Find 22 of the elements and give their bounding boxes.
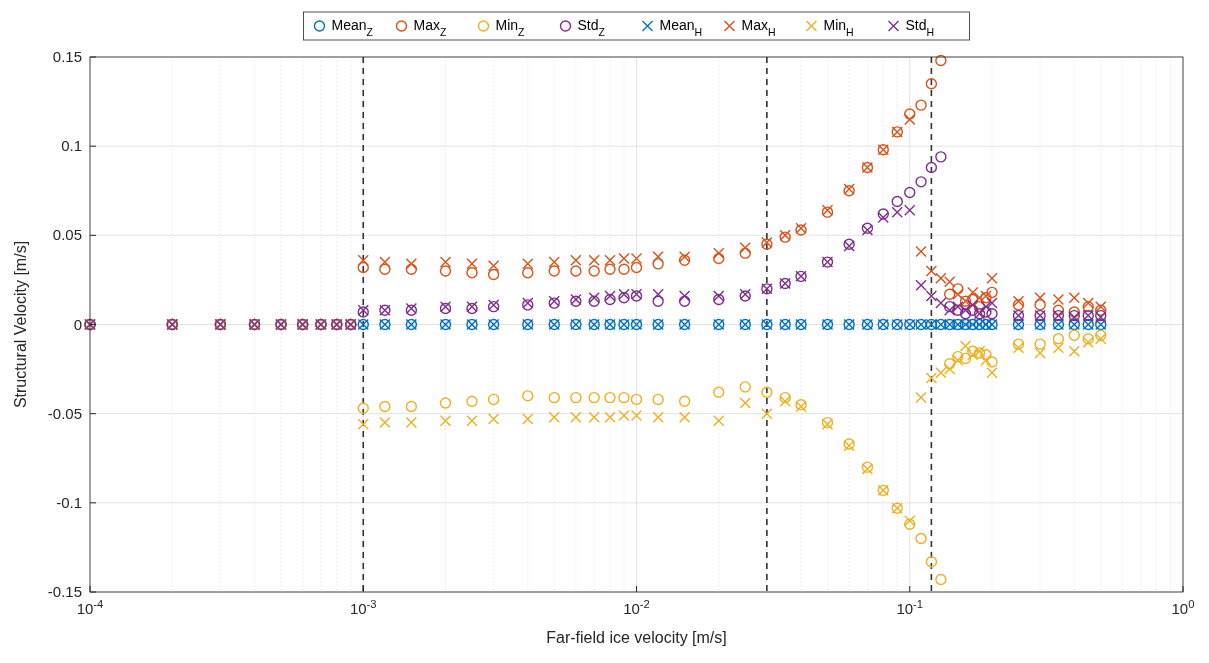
y-tick-label: 0 — [73, 315, 82, 333]
legend-label: Max$_{Z}$ — [413, 17, 447, 38]
y-tick-label: 0.1 — [61, 137, 82, 155]
legend-label: Min$_{H}$ — [823, 17, 854, 38]
x-tick-label: 10$^{-2}$ — [623, 598, 650, 617]
y-axis-title: Structural Velocity [m/s] — [12, 240, 29, 409]
y-tick-label: 0.15 — [52, 48, 82, 65]
legend-label: Min$_{Z}$ — [495, 17, 526, 38]
x-tick-label: 10$^{-3}$ — [349, 598, 377, 617]
y-tick-label: -0.1 — [56, 493, 82, 511]
x-tick-label: 10$^{-4}$ — [76, 598, 104, 617]
x-tick-label: 10$^{-1}$ — [896, 598, 924, 617]
x-tick-label: 10$^{0}$ — [1171, 598, 1195, 617]
y-tick-label: -0.15 — [47, 583, 82, 600]
legend-label: Std$_{H}$ — [905, 17, 935, 38]
legend-label: Max$_{H}$ — [741, 17, 776, 38]
legend-label: Std$_{Z}$ — [577, 17, 606, 38]
y-tick-label: 0.05 — [52, 226, 82, 244]
legend-label: Mean$_{H}$ — [659, 17, 703, 38]
y-tick-label: -0.05 — [47, 404, 82, 422]
x-axis-title: Far-field ice velocity [m/s] — [546, 629, 727, 646]
legend-label: Mean$_{Z}$ — [331, 17, 374, 38]
